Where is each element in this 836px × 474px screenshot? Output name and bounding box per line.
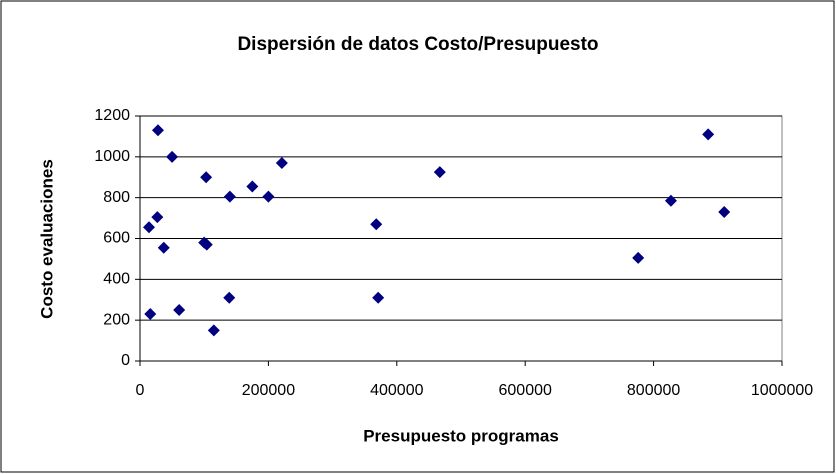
- point: [200, 171, 213, 184]
- point: [207, 324, 220, 337]
- point: [262, 190, 275, 203]
- chart-title: Dispersión de datos Costo/Presupuesto: [237, 34, 598, 55]
- point: [718, 205, 731, 218]
- point: [370, 218, 383, 231]
- y-tick-label: 600: [103, 230, 130, 247]
- point: [223, 291, 236, 304]
- y-tick-label: 1200: [94, 107, 130, 124]
- x-tick-label: 800000: [627, 382, 680, 399]
- point: [166, 150, 179, 163]
- x-tick-label: 0: [136, 382, 145, 399]
- y-tick-label: 200: [103, 311, 130, 328]
- point: [200, 238, 213, 251]
- point: [142, 221, 155, 234]
- point: [144, 308, 157, 321]
- y-tick-label: 0: [121, 352, 130, 369]
- point: [151, 211, 164, 224]
- point: [151, 124, 164, 137]
- x-axis-title: Presupuesto programas: [363, 426, 559, 445]
- point: [173, 303, 186, 316]
- point: [223, 190, 236, 203]
- y-tick-label: 400: [103, 271, 130, 288]
- point: [664, 194, 677, 207]
- point: [433, 166, 446, 179]
- x-tick-label: 400000: [370, 382, 423, 399]
- point: [157, 241, 170, 254]
- point: [275, 156, 288, 169]
- point: [246, 180, 259, 193]
- x-tick-label: 600000: [499, 382, 552, 399]
- x-tick-label: 200000: [242, 382, 295, 399]
- y-axis-title: Costo evaluaciones: [37, 159, 56, 319]
- point: [632, 251, 645, 264]
- point: [372, 291, 385, 304]
- point: [702, 128, 715, 141]
- x-tick-label: 1000000: [751, 382, 813, 399]
- y-tick-label: 1000: [94, 148, 130, 165]
- y-tick-label: 800: [103, 189, 130, 206]
